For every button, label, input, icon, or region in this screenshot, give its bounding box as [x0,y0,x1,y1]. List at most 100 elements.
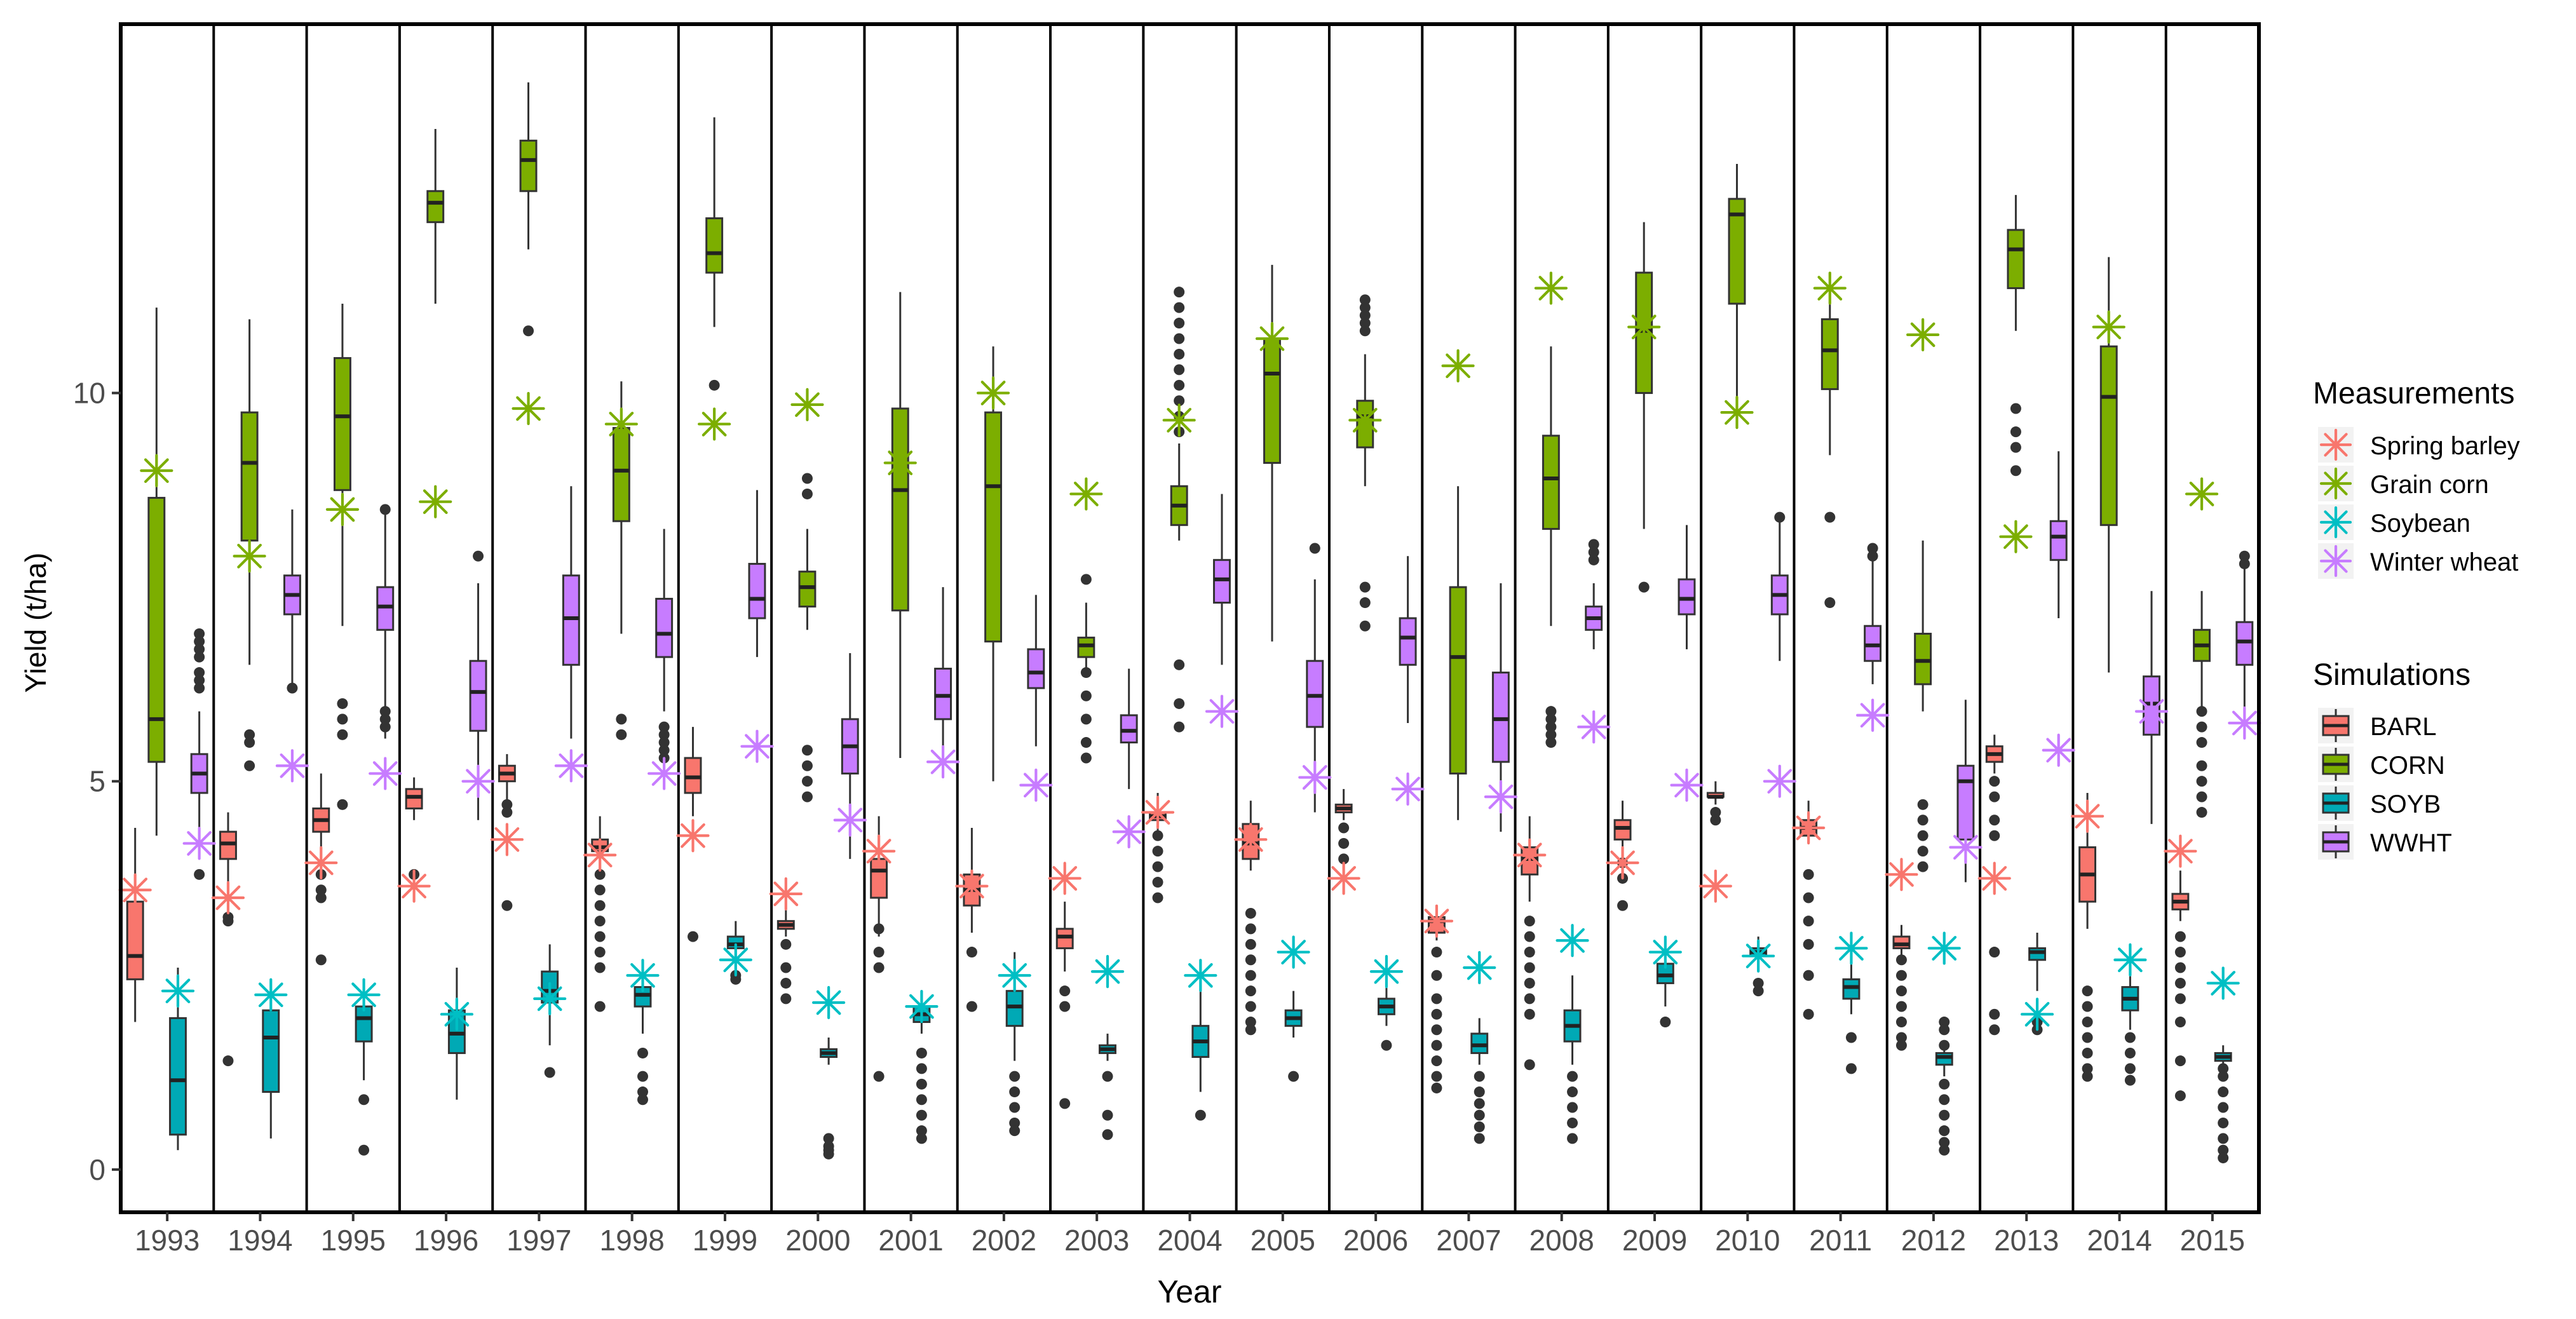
measurement-point-corn [419,485,452,518]
box-outlier [1567,1071,1578,1082]
box-outlier [2174,993,2186,1004]
box-outlier [780,962,792,973]
box-barl [405,788,423,809]
box-outlier [473,550,484,562]
asterisk-stroke [2324,549,2348,573]
box-outlier [2082,1071,2093,1082]
asterisk-stroke [930,749,956,774]
box-outlier [2174,931,2186,942]
box-soyb [2028,947,2047,961]
measurement-point-corn [1906,318,1940,351]
measurement-point-soyb [2206,966,2240,1000]
box-corn [798,571,817,608]
box-outlier [1431,1082,1442,1093]
asterisk-stroke [1953,835,1978,860]
box-outlier [916,1047,927,1059]
box-outlier [379,721,391,733]
measurement-point-soyb [1648,935,1682,969]
box-outlier [2124,1074,2136,1086]
measurement-point-wwht [1019,768,1053,802]
box-soyb [1005,990,1024,1027]
box-outlier [315,892,327,903]
box-outlier [1774,511,1786,523]
box-outlier [1245,985,1256,997]
box-outlier [658,737,670,748]
box-outlier [1474,1133,1485,1144]
box-outlier [194,667,205,679]
box-corn [705,217,724,274]
box-outlier [2174,962,2186,973]
box-outlier [1431,993,1442,1004]
measurement-point-corn [1720,396,1754,430]
box-wwht [469,660,487,732]
box-outlier [1359,294,1371,306]
measurement-point-barl [862,834,896,868]
box-outlier [2174,1090,2186,1102]
box-outlier [2082,985,2093,997]
asterisk-stroke [1374,959,1399,984]
asterisk-stroke [1238,827,1263,852]
box-outlier [2082,1063,2093,1074]
box-outlier [2218,1133,2229,1144]
box-wwht [2235,621,2254,666]
box-outlier [916,1063,927,1074]
box-outlier [1524,962,1535,973]
box-outlier [1524,977,1535,989]
box-outlier [287,682,298,694]
box-outlier [1245,938,1256,950]
box-corn [984,411,1003,643]
box-outlier [544,1067,555,1078]
box-outlier [966,1001,977,1012]
asterisk-stroke [1932,936,1957,961]
asterisk-stroke [1725,400,1749,425]
asterisk-stroke [330,497,355,522]
box-outlier [1102,1109,1113,1121]
measurement-point-barl [1792,811,1826,845]
asterisk-stroke [1302,765,1327,790]
asterisk-stroke [308,850,334,876]
asterisk-stroke [2139,699,2164,724]
box-outlier [194,651,205,663]
asterisk-stroke [1095,959,1120,984]
box-wwht [934,667,952,720]
box-outlier [1803,938,1814,950]
box-outlier [780,938,792,950]
legend-label-simulation: CORN [2370,752,2445,780]
box-outlier [1803,970,1814,981]
legend-asterisk-barl [2319,428,2352,461]
measurement-point-barl [1048,862,1081,895]
asterisk-stroke [980,381,1006,405]
measurement-point-soyb [1369,955,1404,989]
box-barl [1613,819,1632,841]
box-outlier [1989,776,2000,787]
box-outlier [1803,892,1814,903]
box-outlier [337,714,348,725]
asterisk-stroke [1674,773,1699,798]
asterisk-stroke [402,874,426,899]
box-outlier [1752,977,1764,989]
box-outlier [637,1047,648,1059]
asterisk-stroke [1538,276,1564,301]
measurement-point-corn [1069,477,1103,511]
box-outlier [194,636,205,647]
box-wwht [1491,672,1510,763]
measurement-point-wwht [740,729,774,763]
measurement-point-wwht [461,764,495,798]
box-outlier [1917,799,1929,810]
measurement-point-corn [1627,310,1661,344]
box-outlier [1524,916,1535,927]
measurement-point-barl [1606,846,1639,880]
box-outlier [1939,1039,1950,1051]
box-outlier [1588,539,1599,550]
x-tick-label: 1999 [693,1224,757,1257]
box-outlier [1710,815,1721,826]
asterisk-stroke [1145,800,1170,825]
asterisk-stroke [559,753,584,778]
box-outlier [1567,1117,1578,1128]
box-outlier [2082,1047,2093,1059]
box-outlier [1009,1086,1020,1098]
box-outlier [358,1094,370,1106]
asterisk-stroke [1023,773,1048,798]
box-outlier [1152,846,1163,857]
legend-simulations: BARL CORN SOYB WWHT [2318,708,2452,860]
